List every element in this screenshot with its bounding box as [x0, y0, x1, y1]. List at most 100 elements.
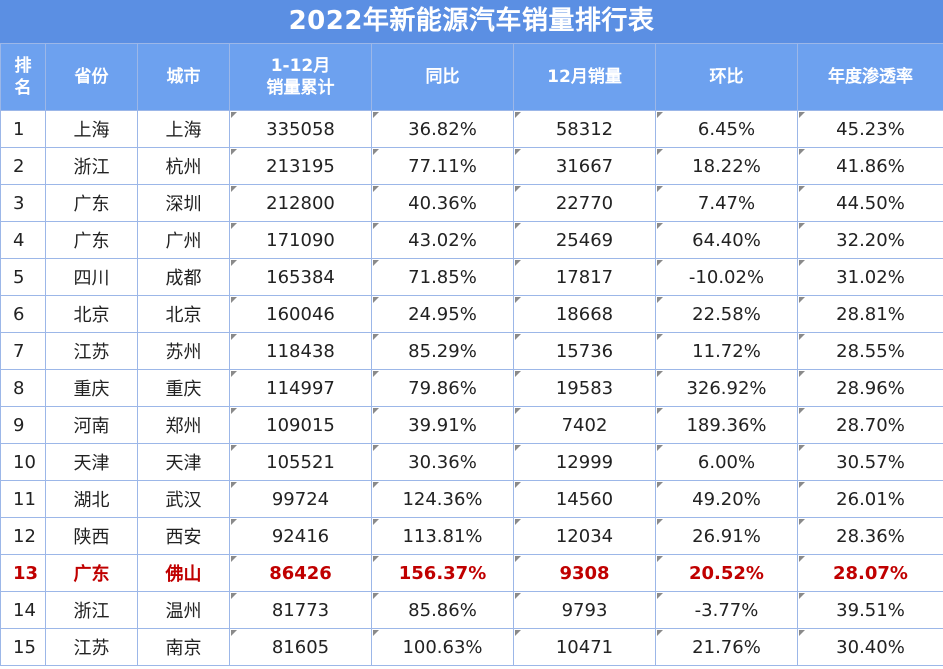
cell-city[interactable]: 郑州 [137, 406, 230, 444]
cell-province[interactable]: 江苏 [45, 332, 138, 370]
cell-rank[interactable]: 8 [0, 369, 46, 407]
cell-penetration[interactable]: 45.23% [797, 110, 943, 148]
cell-penetration[interactable]: 28.55% [797, 332, 943, 370]
header-rank[interactable]: 排名 [0, 43, 46, 111]
header-dec-sales[interactable]: 12月销量 [513, 43, 656, 111]
cell-cumulative[interactable]: 171090 [229, 221, 372, 259]
cell-cumulative[interactable]: 99724 [229, 480, 372, 518]
header-penetration[interactable]: 年度渗透率 [797, 43, 943, 111]
cell-penetration[interactable]: 28.36% [797, 517, 943, 555]
cell-cumulative[interactable]: 92416 [229, 517, 372, 555]
cell-province[interactable]: 天津 [45, 443, 138, 481]
cell-dec-sales[interactable]: 15736 [513, 332, 656, 370]
cell-city[interactable]: 武汉 [137, 480, 230, 518]
cell-city[interactable]: 温州 [137, 591, 230, 629]
cell-mom[interactable]: 7.47% [655, 184, 798, 222]
cell-province[interactable]: 上海 [45, 110, 138, 148]
cell-dec-sales[interactable]: 18668 [513, 295, 656, 333]
cell-dec-sales[interactable]: 10471 [513, 628, 656, 666]
cell-yoy[interactable]: 124.36% [371, 480, 514, 518]
cell-city[interactable]: 苏州 [137, 332, 230, 370]
cell-cumulative[interactable]: 81605 [229, 628, 372, 666]
cell-mom[interactable]: 20.52% [655, 554, 798, 592]
cell-penetration[interactable]: 26.01% [797, 480, 943, 518]
cell-city[interactable]: 重庆 [137, 369, 230, 407]
cell-dec-sales[interactable]: 14560 [513, 480, 656, 518]
cell-province[interactable]: 北京 [45, 295, 138, 333]
cell-penetration[interactable]: 41.86% [797, 147, 943, 185]
cell-cumulative[interactable]: 81773 [229, 591, 372, 629]
cell-penetration[interactable]: 31.02% [797, 258, 943, 296]
header-mom[interactable]: 环比 [655, 43, 798, 111]
cell-rank[interactable]: 9 [0, 406, 46, 444]
cell-yoy[interactable]: 85.86% [371, 591, 514, 629]
cell-mom[interactable]: 11.72% [655, 332, 798, 370]
cell-penetration[interactable]: 44.50% [797, 184, 943, 222]
cell-mom[interactable]: -10.02% [655, 258, 798, 296]
cell-cumulative[interactable]: 160046 [229, 295, 372, 333]
cell-mom[interactable]: 49.20% [655, 480, 798, 518]
cell-mom[interactable]: 22.58% [655, 295, 798, 333]
cell-city[interactable]: 南京 [137, 628, 230, 666]
cell-dec-sales[interactable]: 12999 [513, 443, 656, 481]
cell-dec-sales[interactable]: 9793 [513, 591, 656, 629]
cell-dec-sales[interactable]: 9308 [513, 554, 656, 592]
cell-city[interactable]: 杭州 [137, 147, 230, 185]
cell-yoy[interactable]: 77.11% [371, 147, 514, 185]
cell-province[interactable]: 广东 [45, 221, 138, 259]
cell-penetration[interactable]: 30.57% [797, 443, 943, 481]
cell-mom[interactable]: 326.92% [655, 369, 798, 407]
cell-dec-sales[interactable]: 31667 [513, 147, 656, 185]
cell-province[interactable]: 陕西 [45, 517, 138, 555]
cell-yoy[interactable]: 43.02% [371, 221, 514, 259]
cell-yoy[interactable]: 156.37% [371, 554, 514, 592]
cell-province[interactable]: 广东 [45, 554, 138, 592]
header-yoy[interactable]: 同比 [371, 43, 514, 111]
cell-rank[interactable]: 14 [0, 591, 46, 629]
cell-yoy[interactable]: 100.63% [371, 628, 514, 666]
cell-mom[interactable]: -3.77% [655, 591, 798, 629]
cell-rank[interactable]: 11 [0, 480, 46, 518]
cell-cumulative[interactable]: 335058 [229, 110, 372, 148]
cell-rank[interactable]: 15 [0, 628, 46, 666]
cell-rank[interactable]: 1 [0, 110, 46, 148]
cell-dec-sales[interactable]: 22770 [513, 184, 656, 222]
cell-penetration[interactable]: 39.51% [797, 591, 943, 629]
cell-city[interactable]: 成都 [137, 258, 230, 296]
cell-province[interactable]: 浙江 [45, 591, 138, 629]
cell-rank[interactable]: 10 [0, 443, 46, 481]
cell-yoy[interactable]: 36.82% [371, 110, 514, 148]
cell-mom[interactable]: 26.91% [655, 517, 798, 555]
cell-rank[interactable]: 5 [0, 258, 46, 296]
cell-rank[interactable]: 12 [0, 517, 46, 555]
cell-dec-sales[interactable]: 17817 [513, 258, 656, 296]
cell-rank[interactable]: 4 [0, 221, 46, 259]
cell-yoy[interactable]: 113.81% [371, 517, 514, 555]
cell-cumulative[interactable]: 165384 [229, 258, 372, 296]
cell-penetration[interactable]: 28.07% [797, 554, 943, 592]
cell-city[interactable]: 深圳 [137, 184, 230, 222]
cell-yoy[interactable]: 71.85% [371, 258, 514, 296]
cell-province[interactable]: 江苏 [45, 628, 138, 666]
cell-mom[interactable]: 6.45% [655, 110, 798, 148]
cell-province[interactable]: 重庆 [45, 369, 138, 407]
cell-mom[interactable]: 6.00% [655, 443, 798, 481]
cell-yoy[interactable]: 85.29% [371, 332, 514, 370]
cell-rank[interactable]: 2 [0, 147, 46, 185]
cell-province[interactable]: 广东 [45, 184, 138, 222]
cell-mom[interactable]: 64.40% [655, 221, 798, 259]
cell-cumulative[interactable]: 105521 [229, 443, 372, 481]
header-city[interactable]: 城市 [137, 43, 230, 111]
cell-mom[interactable]: 18.22% [655, 147, 798, 185]
cell-rank[interactable]: 6 [0, 295, 46, 333]
header-cumulative[interactable]: 1-12月 销量累计 [229, 43, 372, 111]
cell-mom[interactable]: 189.36% [655, 406, 798, 444]
cell-dec-sales[interactable]: 58312 [513, 110, 656, 148]
cell-city[interactable]: 广州 [137, 221, 230, 259]
cell-penetration[interactable]: 28.96% [797, 369, 943, 407]
cell-yoy[interactable]: 39.91% [371, 406, 514, 444]
cell-province[interactable]: 浙江 [45, 147, 138, 185]
cell-province[interactable]: 四川 [45, 258, 138, 296]
cell-rank[interactable]: 13 [0, 554, 46, 592]
header-province[interactable]: 省份 [45, 43, 138, 111]
